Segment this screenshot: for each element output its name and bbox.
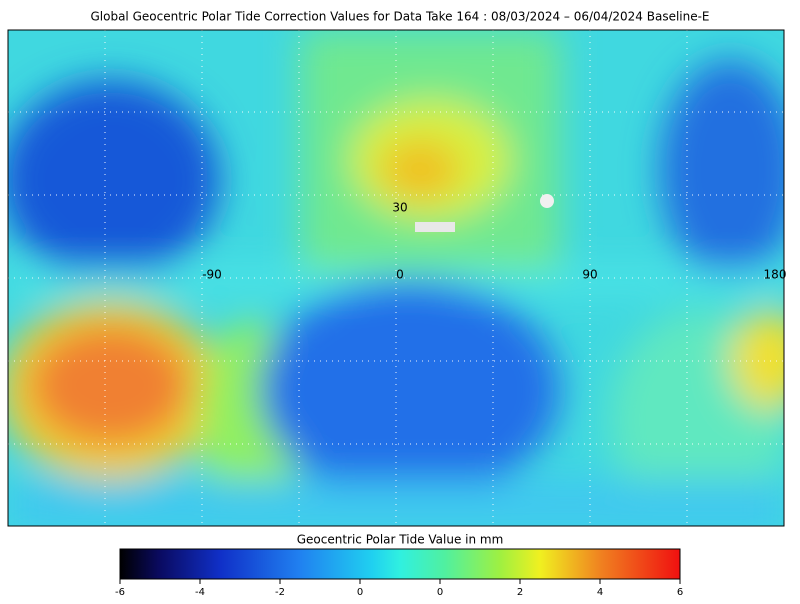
colorbar <box>119 548 681 580</box>
colorbar-tick-label: 4 <box>597 587 603 598</box>
colorbar-label: Geocentric Polar Tide Value in mm <box>297 533 504 547</box>
colorbar-tick-label: -2 <box>275 587 285 598</box>
lat-label: 30 <box>392 201 407 215</box>
lon-label: 180 <box>764 268 787 282</box>
colorbar-tick-label: -6 <box>115 587 125 598</box>
lon-labels: -90 0 90 180 <box>202 268 786 282</box>
map <box>8 30 784 526</box>
colorbar-tick-label: 0 <box>357 587 363 598</box>
field <box>8 30 784 526</box>
colorbar-tick-label: 2 <box>517 587 523 598</box>
no-data-patch <box>540 194 554 208</box>
colorbar-tick-label: -4 <box>195 587 205 598</box>
map-frame <box>7 29 785 527</box>
lon-label: -90 <box>202 268 222 282</box>
title: Global Geocentric Polar Tide Correction … <box>90 10 709 24</box>
lon-label: 90 <box>582 268 597 282</box>
colorbar-ticks: -6 -4 -2 0 0 2 4 6 <box>115 579 683 598</box>
no-data-patch <box>415 222 455 232</box>
lon-label: 0 <box>396 268 404 282</box>
colorbar-tick-label: 6 <box>677 587 683 598</box>
colorbar-tick-label: 0 <box>437 587 443 598</box>
